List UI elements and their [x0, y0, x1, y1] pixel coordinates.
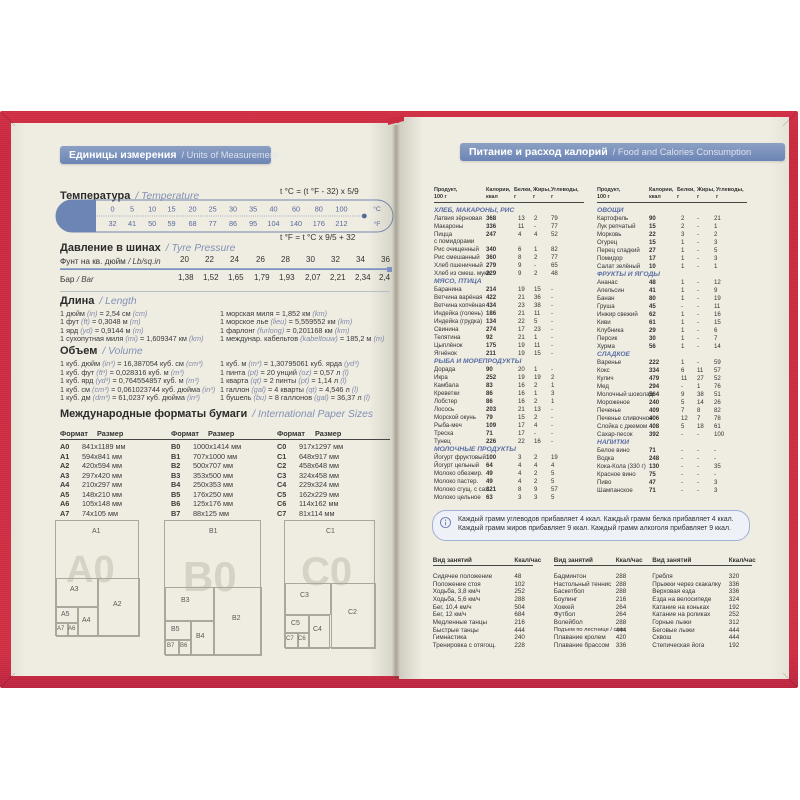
svg-text:5: 5	[130, 205, 134, 214]
svg-text:50: 50	[148, 219, 156, 228]
svg-text:2,07: 2,07	[305, 273, 321, 282]
svg-text:2,21: 2,21	[330, 273, 346, 282]
svg-text:30: 30	[229, 205, 237, 214]
svg-text:41: 41	[128, 219, 136, 228]
svg-text:25: 25	[209, 205, 217, 214]
svg-text:35: 35	[249, 205, 257, 214]
svg-text:40: 40	[269, 205, 277, 214]
svg-text:140: 140	[290, 219, 302, 228]
svg-text:176: 176	[313, 219, 325, 228]
svg-text:60: 60	[292, 205, 300, 214]
svg-text:0: 0	[110, 205, 114, 214]
svg-text:24: 24	[230, 255, 239, 264]
svg-text:2,48: 2,48	[379, 273, 390, 282]
svg-text:28: 28	[281, 255, 290, 264]
svg-text:20: 20	[188, 205, 196, 214]
svg-text:26: 26	[256, 255, 265, 264]
svg-text:°F: °F	[374, 220, 381, 228]
svg-text:36: 36	[381, 255, 390, 264]
svg-text:32: 32	[331, 255, 340, 264]
svg-text:15: 15	[167, 205, 175, 214]
svg-text:59: 59	[167, 219, 175, 228]
svg-text:32: 32	[108, 219, 116, 228]
svg-text:2,34: 2,34	[355, 273, 371, 282]
svg-text:1,65: 1,65	[228, 273, 244, 282]
svg-text:30: 30	[306, 255, 315, 264]
svg-text:80: 80	[315, 205, 323, 214]
svg-text:1,93: 1,93	[279, 273, 295, 282]
svg-text:104: 104	[267, 219, 279, 228]
svg-text:68: 68	[188, 219, 196, 228]
svg-text:95: 95	[249, 219, 257, 228]
svg-text:100: 100	[335, 205, 347, 214]
svg-text:20: 20	[180, 255, 189, 264]
svg-text:34: 34	[356, 255, 365, 264]
svg-text:10: 10	[148, 205, 156, 214]
svg-text:°C: °C	[373, 205, 381, 213]
svg-text:22: 22	[205, 255, 214, 264]
svg-text:77: 77	[209, 219, 217, 228]
svg-text:212: 212	[335, 219, 347, 228]
svg-text:1,79: 1,79	[254, 273, 270, 282]
svg-text:1,38: 1,38	[178, 273, 194, 282]
svg-text:86: 86	[229, 219, 237, 228]
svg-text:1,52: 1,52	[203, 273, 219, 282]
